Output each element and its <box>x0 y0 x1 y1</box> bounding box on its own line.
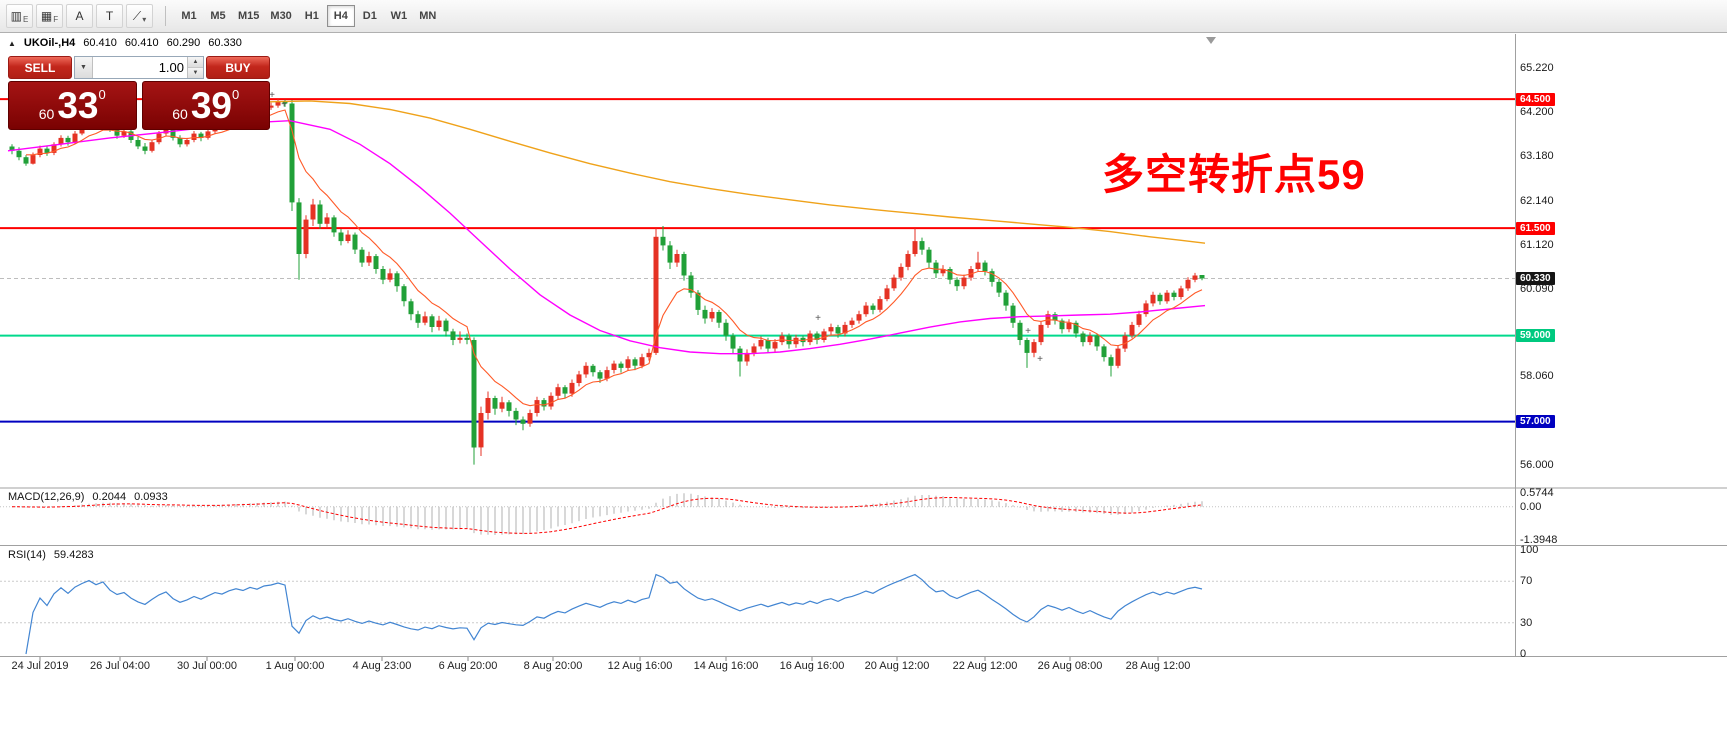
ea-icon-f[interactable]: ▦ F <box>36 4 63 28</box>
fast-ma-line <box>26 109 1203 407</box>
chart-header: ▲ UKOil-,H4 60.410 60.410 60.290 60.330 <box>8 37 242 49</box>
timeframe-button-h4[interactable]: H4 <box>326 5 355 27</box>
text-box-icon[interactable]: T <box>96 4 123 28</box>
timeframe-button-w1[interactable]: W1 <box>385 5 413 27</box>
buy-price-display[interactable]: 60 39 0 <box>141 81 270 130</box>
one-click-toggle-icon[interactable]: ▲ <box>8 38 16 48</box>
text-label-icon[interactable]: A <box>66 4 93 28</box>
macd-name: MACD(12,26,9) <box>8 491 85 503</box>
rsi-value: 59.4283 <box>53 549 94 561</box>
ohlc-close: 60.330 <box>208 37 242 49</box>
toolbar-separator <box>165 6 166 26</box>
macd-indicator-label: MACD(12,26,9) 0.2044 0.0933 <box>8 491 168 503</box>
ohlc-low: 60.290 <box>166 37 201 49</box>
buy-button[interactable]: BUY <box>206 56 270 79</box>
sell-price-sup: 0 <box>98 87 106 102</box>
ohlc-open: 60.410 <box>83 37 117 49</box>
rsi-line <box>25 573 1203 655</box>
chart-tools-group: ▥ E ▦ F A T ⟋ ▾ <box>6 4 156 28</box>
trade-marker-cross: + <box>815 313 821 324</box>
candles-layer <box>9 99 1205 465</box>
volume-increase-icon[interactable]: ▲ <box>188 57 203 68</box>
timeframe-button-m5[interactable]: M5 <box>204 5 232 27</box>
trade-marker-cross: + <box>281 99 287 110</box>
trade-marker-cross: + <box>1037 354 1043 365</box>
timeframe-group: M1 M5 M15 M30 H1 H4 D1 W1 MN <box>175 5 443 27</box>
macd-value-main: 0.2044 <box>92 491 127 503</box>
volume-input[interactable]: ▼ 1.00 ▲ ▼ <box>74 56 204 79</box>
rsi-indicator-label: RSI(14) 59.4283 <box>8 549 94 561</box>
sell-price-prefix: 60 <box>38 106 55 122</box>
sell-price-main: 33 <box>57 84 99 126</box>
trade-marker-cross: + <box>269 90 275 101</box>
timeframe-button-mn[interactable]: MN <box>414 5 442 27</box>
timeframe-button-m15[interactable]: M15 <box>233 5 264 27</box>
chart-shift-marker[interactable] <box>1206 37 1216 44</box>
main-toolbar: ▥ E ▦ F A T ⟋ ▾ M1 M5 M15 M30 H1 H4 D1 W1 MN <box>0 0 1727 33</box>
drawing-tools-icon[interactable]: ⟋ ▾ <box>126 4 153 28</box>
ea-icon-e[interactable]: ▥ E <box>6 4 33 28</box>
sell-button[interactable]: SELL <box>8 56 72 79</box>
buy-price-main: 39 <box>190 84 232 126</box>
mid-ma-line <box>7 119 1206 355</box>
chart-annotation-text: 多空转折点59 <box>1102 151 1366 198</box>
ohlc-high: 60.410 <box>124 37 159 49</box>
timeframe-button-d1[interactable]: D1 <box>356 5 384 27</box>
trade-marker-cross: + <box>1025 326 1031 337</box>
one-click-trading-panel: SELL ▼ 1.00 ▲ ▼ BUY 60 33 0 60 39 0 <box>8 56 270 130</box>
buy-price-prefix: 60 <box>172 106 188 122</box>
volume-dropdown-icon[interactable]: ▼ <box>75 57 93 78</box>
volume-spinner: ▲ ▼ <box>187 57 203 78</box>
macd-value-signal: 0.0933 <box>134 491 168 503</box>
buy-price-sup: 0 <box>232 87 240 102</box>
timeframe-button-m1[interactable]: M1 <box>175 5 203 27</box>
slow-ma-line <box>149 100 1206 244</box>
sell-price-display[interactable]: 60 33 0 <box>8 81 137 130</box>
macd-signal-line <box>11 496 1203 534</box>
volume-value[interactable]: 1.00 <box>158 60 184 75</box>
chart-symbol-label: UKOil-,H4 <box>23 37 76 49</box>
rsi-name: RSI(14) <box>8 549 46 561</box>
volume-decrease-icon[interactable]: ▼ <box>188 68 203 78</box>
timeframe-button-m30[interactable]: M30 <box>265 5 296 27</box>
timeframe-button-h1[interactable]: H1 <box>298 5 326 27</box>
